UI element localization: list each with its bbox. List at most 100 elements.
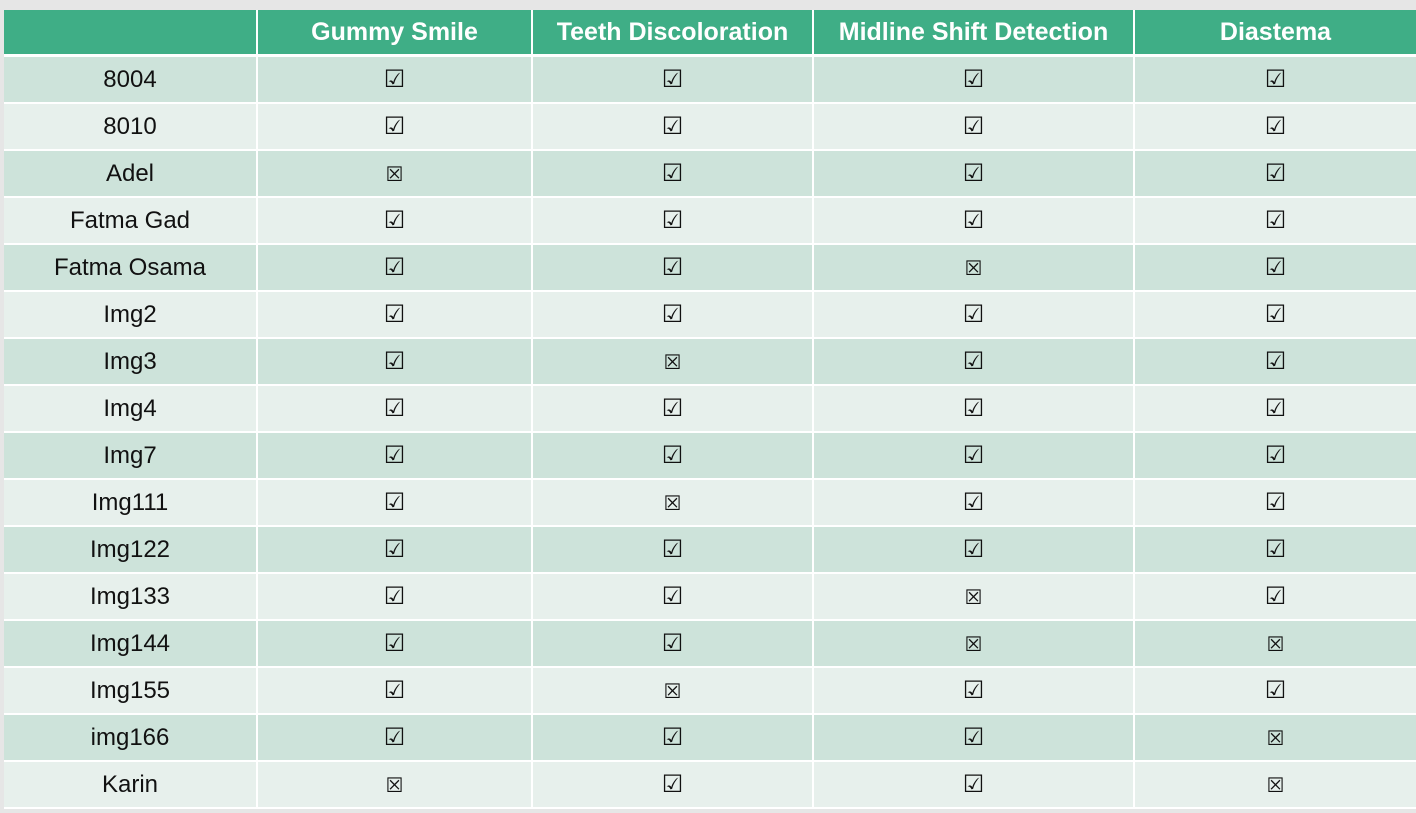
row-name-cell: Img2: [4, 291, 258, 339]
results-table-container: Gummy Smile Teeth Discoloration Midline …: [4, 10, 1416, 809]
checked-box-icon: ☑: [661, 299, 684, 328]
checked-box-icon: ☑: [962, 299, 985, 328]
table-row: img166 ☑ ☑ ☑ ☒: [4, 714, 1416, 762]
table-row: Img144 ☑ ☑ ☒ ☒: [4, 620, 1416, 668]
status-cell: ☑: [1134, 338, 1416, 386]
status-cell: ☑: [813, 761, 1135, 809]
checked-box-icon: ☑: [383, 346, 406, 375]
status-cell: ☒: [532, 667, 814, 715]
checked-box-icon: ☑: [661, 581, 684, 610]
table-row: Img111 ☑ ☒ ☑ ☑: [4, 479, 1416, 527]
status-cell: ☑: [257, 291, 533, 339]
row-name-cell: Karin: [4, 761, 258, 809]
crossed-box-icon: ☒: [1266, 725, 1285, 750]
status-cell: ☒: [813, 620, 1135, 668]
status-cell: ☑: [813, 526, 1135, 574]
checked-box-icon: ☑: [383, 64, 406, 93]
status-cell: ☑: [813, 197, 1135, 245]
table-row: Img4 ☑ ☑ ☑ ☑: [4, 385, 1416, 433]
row-name-cell: img166: [4, 714, 258, 762]
checked-box-icon: ☑: [661, 534, 684, 563]
status-cell: ☑: [1134, 479, 1416, 527]
status-cell: ☒: [257, 150, 533, 198]
checked-box-icon: ☑: [962, 393, 985, 422]
status-cell: ☒: [1134, 761, 1416, 809]
header-cell-name: [4, 10, 258, 57]
status-cell: ☑: [532, 573, 814, 621]
crossed-box-icon: ☒: [964, 631, 983, 656]
checked-box-icon: ☑: [383, 581, 406, 610]
status-cell: ☑: [532, 103, 814, 151]
status-cell: ☑: [532, 150, 814, 198]
row-name-cell: Img155: [4, 667, 258, 715]
table-row: Img133 ☑ ☑ ☒ ☑: [4, 573, 1416, 621]
checked-box-icon: ☑: [1264, 111, 1287, 140]
status-cell: ☑: [532, 620, 814, 668]
checked-box-icon: ☑: [1264, 64, 1287, 93]
checked-box-icon: ☑: [962, 346, 985, 375]
crossed-box-icon: ☒: [385, 161, 404, 186]
crossed-box-icon: ☒: [663, 490, 682, 515]
status-cell: ☑: [532, 432, 814, 480]
status-cell: ☑: [813, 432, 1135, 480]
status-cell: ☑: [813, 338, 1135, 386]
checked-box-icon: ☑: [962, 769, 985, 798]
header-cell-gummy-smile: Gummy Smile: [257, 10, 533, 57]
status-cell: ☑: [257, 338, 533, 386]
table-row: Karin ☒ ☑ ☑ ☒: [4, 761, 1416, 809]
status-cell: ☑: [1134, 150, 1416, 198]
status-cell: ☑: [1134, 385, 1416, 433]
status-cell: ☑: [813, 479, 1135, 527]
table-row: Img2 ☑ ☑ ☑ ☑: [4, 291, 1416, 339]
checked-box-icon: ☑: [962, 534, 985, 563]
crossed-box-icon: ☒: [663, 678, 682, 703]
checked-box-icon: ☑: [661, 628, 684, 657]
crossed-box-icon: ☒: [1266, 772, 1285, 797]
row-name-cell: Img3: [4, 338, 258, 386]
checked-box-icon: ☑: [1264, 581, 1287, 610]
row-name-cell: Img111: [4, 479, 258, 527]
checked-box-icon: ☑: [661, 393, 684, 422]
status-cell: ☑: [1134, 197, 1416, 245]
status-cell: ☑: [532, 385, 814, 433]
checked-box-icon: ☑: [962, 722, 985, 751]
checked-box-icon: ☑: [1264, 158, 1287, 187]
checked-box-icon: ☑: [383, 722, 406, 751]
status-cell: ☑: [257, 526, 533, 574]
status-cell: ☑: [813, 385, 1135, 433]
checked-box-icon: ☑: [962, 487, 985, 516]
status-cell: ☑: [813, 150, 1135, 198]
table-row: Adel ☒ ☑ ☑ ☑: [4, 150, 1416, 198]
status-cell: ☑: [813, 103, 1135, 151]
checked-box-icon: ☑: [661, 64, 684, 93]
row-name-cell: Img7: [4, 432, 258, 480]
table-header: Gummy Smile Teeth Discoloration Midline …: [4, 10, 1416, 57]
checked-box-icon: ☑: [1264, 675, 1287, 704]
crossed-box-icon: ☒: [964, 255, 983, 280]
crossed-box-icon: ☒: [1266, 631, 1285, 656]
checked-box-icon: ☑: [1264, 487, 1287, 516]
checked-box-icon: ☑: [1264, 346, 1287, 375]
status-cell: ☒: [257, 761, 533, 809]
status-cell: ☑: [813, 667, 1135, 715]
status-cell: ☑: [532, 761, 814, 809]
status-cell: ☑: [257, 103, 533, 151]
checked-box-icon: ☑: [383, 393, 406, 422]
header-cell-teeth-discoloration: Teeth Discoloration: [532, 10, 814, 57]
status-cell: ☑: [1134, 667, 1416, 715]
row-name-cell: Img4: [4, 385, 258, 433]
checked-box-icon: ☑: [962, 675, 985, 704]
status-cell: ☑: [257, 667, 533, 715]
status-cell: ☑: [532, 291, 814, 339]
status-cell: ☑: [532, 55, 814, 104]
checked-box-icon: ☑: [661, 111, 684, 140]
table-row: Img155 ☑ ☒ ☑ ☑: [4, 667, 1416, 715]
status-cell: ☒: [532, 479, 814, 527]
checked-box-icon: ☑: [383, 111, 406, 140]
status-cell: ☑: [257, 620, 533, 668]
status-cell: ☑: [1134, 244, 1416, 292]
checked-box-icon: ☑: [962, 111, 985, 140]
status-cell: ☑: [257, 197, 533, 245]
status-cell: ☑: [532, 244, 814, 292]
status-cell: ☒: [813, 244, 1135, 292]
